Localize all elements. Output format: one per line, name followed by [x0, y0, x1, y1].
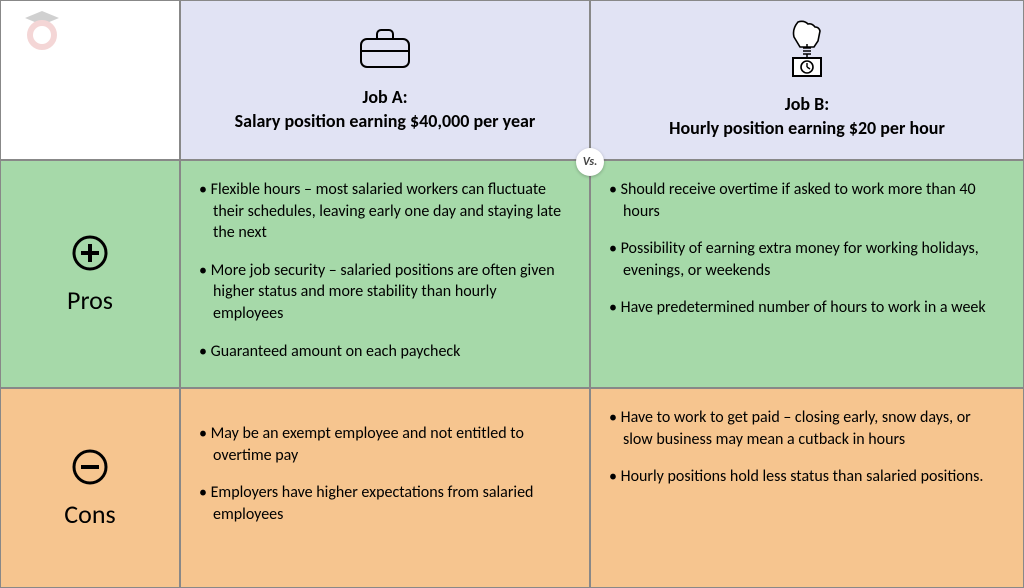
header-job-a: Job A: Salary position earning $40,000 p…: [180, 0, 590, 160]
header-job-b-title: Job B: Hourly position earning $20 per h…: [669, 93, 945, 140]
comparison-table: Job A: Salary position earning $40,000 p…: [0, 0, 1024, 588]
list-item: Employers have higher expectations from …: [199, 482, 567, 525]
list-item: Flexible hours – most salaried workers c…: [199, 179, 567, 244]
header-job-b-line2: Hourly position earning $20 per hour: [669, 117, 945, 140]
header-job-b: Job B: Hourly position earning $20 per h…: [590, 0, 1024, 160]
row-label-cons: Cons: [0, 388, 180, 588]
logo-icon: [19, 7, 65, 58]
list-item: More job security – salaried positions a…: [199, 260, 567, 325]
header-job-b-line1: Job B:: [669, 93, 945, 116]
pros-job-b-list: Should receive overtime if asked to work…: [609, 179, 1001, 319]
list-item: May be an exempt employee and not entitl…: [199, 423, 567, 466]
cons-label: Cons: [64, 498, 115, 530]
cons-job-b-list: Have to work to get paid – closing early…: [609, 407, 1001, 488]
list-item: Guaranteed amount on each paycheck: [199, 341, 567, 363]
cons-job-a: May be an exempt employee and not entitl…: [180, 388, 590, 588]
vs-badge: Vs.: [576, 148, 604, 176]
briefcase-icon: [357, 27, 413, 76]
list-item: Hourly positions hold less status than s…: [609, 466, 1001, 488]
header-job-a-title: Job A: Salary position earning $40,000 p…: [235, 86, 536, 133]
hand-scale-clock-icon: [776, 20, 838, 83]
cons-job-b: Have to work to get paid – closing early…: [590, 388, 1024, 588]
list-item: Have predetermined number of hours to wo…: [609, 297, 1001, 319]
pros-label: Pros: [67, 284, 113, 316]
header-job-a-line1: Job A:: [235, 86, 536, 109]
pros-job-a-list: Flexible hours – most salaried workers c…: [199, 179, 567, 362]
header-job-a-line2: Salary position earning $40,000 per year: [235, 110, 536, 133]
plus-circle-icon: [70, 233, 110, 278]
list-item: Should receive overtime if asked to work…: [609, 179, 1001, 222]
corner-cell: [0, 0, 180, 160]
cons-job-a-list: May be an exempt employee and not entitl…: [199, 423, 567, 525]
list-item: Have to work to get paid – closing early…: [609, 407, 1001, 450]
vs-label: Vs.: [583, 155, 598, 169]
list-item: Possibility of earning extra money for w…: [609, 238, 1001, 281]
pros-job-b: Should receive overtime if asked to work…: [590, 160, 1024, 388]
minus-circle-icon: [70, 447, 110, 492]
row-label-pros: Pros: [0, 160, 180, 388]
pros-job-a: Flexible hours – most salaried workers c…: [180, 160, 590, 388]
